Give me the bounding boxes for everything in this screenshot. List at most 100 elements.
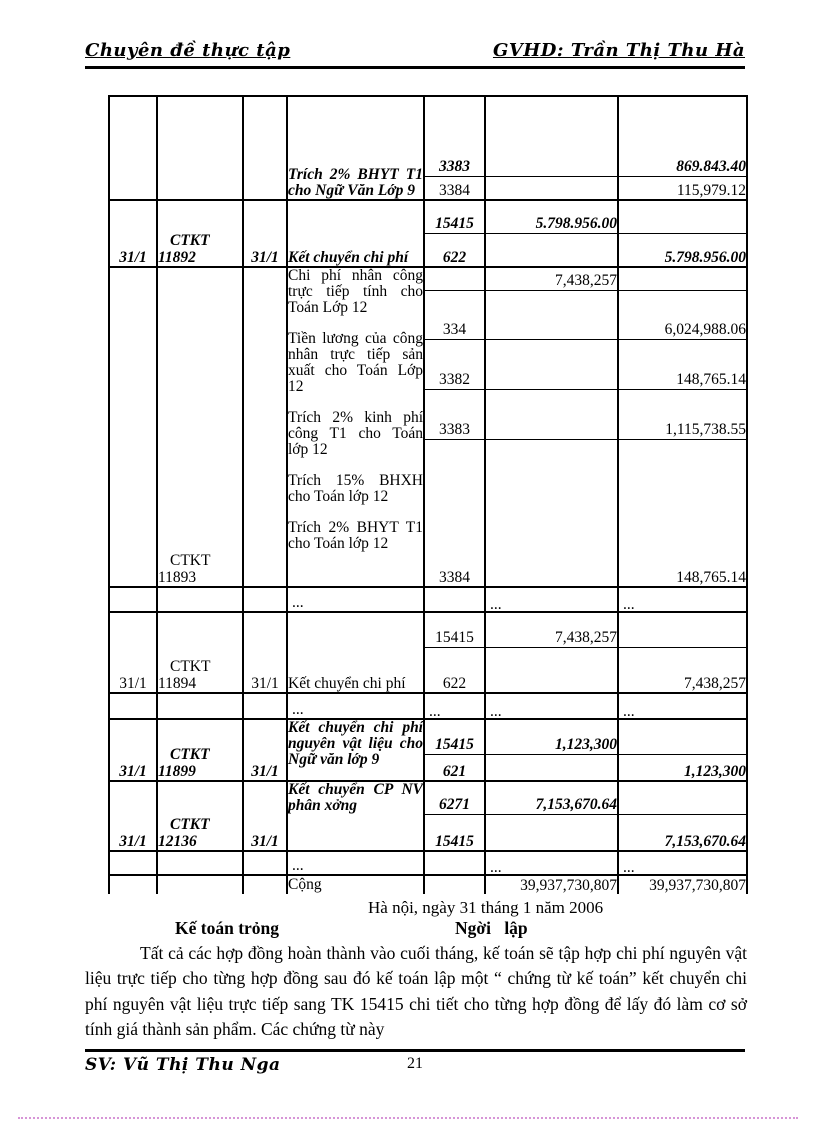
cell-credit-amount: ...	[617, 586, 747, 612]
cell-account-code: ...	[423, 692, 485, 719]
journal-row-entry-bhyt-nguvan9-0: Trích 2% BHYT T1 cho Ngữ Văn Lớp 9 3383 86…	[108, 95, 747, 200]
cell-document-date	[108, 850, 157, 875]
cell-debit-amount: ...	[484, 586, 618, 612]
cell-credit-amount: 148,765.14	[617, 338, 747, 389]
cell-description: ...	[286, 850, 424, 875]
cell-voucher-number: CTKT 11899	[156, 718, 243, 781]
cell-account-code: 3384	[423, 175, 485, 200]
cell-voucher-number: CTKT 12136	[156, 780, 243, 851]
journal-row-entry-ctkt-11893-3: 3383 1,115,738.55	[109, 388, 747, 439]
cell-account-code: 15415	[423, 199, 485, 233]
description-paragraph: ...	[292, 594, 304, 611]
cell-credit-amount	[617, 718, 747, 754]
cell-description: Kết chuyển chi phí	[286, 611, 424, 693]
journal-row-entry-ctkt-11894-1: 622 7,438,257	[109, 646, 747, 693]
cell-voucher-number	[156, 692, 243, 719]
cell-credit-amount	[617, 780, 747, 814]
cell-description: Trích 2% BHYT T1 cho Ngữ Văn Lớp 9	[286, 95, 424, 200]
description-paragraph: Kết chuyển chi phí	[288, 675, 406, 692]
voucher-line: 11892	[158, 248, 196, 266]
description-paragraph: Trích 2% BHYT T1 cho Ngữ Văn Lớp 9	[288, 166, 423, 199]
cell-voucher-number	[156, 874, 243, 894]
journal-row-entry-ctkt-11899-0: 31/1 CTKT 11899 31/1 Kết chuyển chi phí nguy…	[108, 718, 747, 781]
cell-voucher-number	[156, 95, 243, 200]
cell-voucher-number	[156, 586, 243, 612]
description-paragraph: Tiền lương của công nhân trực tiếp sản x…	[288, 330, 423, 395]
voucher-line: CTKT	[170, 746, 210, 763]
cell-document-date	[108, 692, 157, 719]
cell-entry-date	[242, 266, 287, 587]
page-footer: SV: Vũ Thị Thu Nga 21	[85, 1049, 745, 1075]
journal-row-entry-ctkt-11893-4: 3384 148,765.14	[109, 438, 747, 587]
cell-credit-amount: 7,153,670.64	[617, 813, 747, 851]
cell-debit-amount	[484, 95, 618, 176]
cell-debit-amount: ...	[484, 850, 618, 875]
description-paragraph: ...	[292, 701, 304, 718]
cell-entry-date	[242, 586, 287, 612]
cell-document-date: 31/1	[108, 611, 157, 693]
body-paragraph: Tất cả các hợp đồng hoàn thành vào cuối …	[85, 943, 747, 1039]
description-paragraph: Cộng	[288, 876, 322, 893]
cell-debit-amount: 7,438,257	[484, 266, 618, 290]
cell-credit-amount	[617, 199, 747, 233]
description-paragraph: Kết chuyển chi phí	[288, 249, 409, 266]
cell-description: Cộng	[286, 874, 424, 894]
cell-debit-amount	[484, 646, 618, 693]
description-paragraph: Trích 2% kinh phí công T1 cho Toán lớp 1…	[288, 409, 423, 458]
journal-row-entry-ctkt-12136-0: 31/1 CTKT 12136 31/1 Kết chuyển CP NV phân x…	[108, 780, 747, 851]
journal-row-ellipsis-2-0: ............	[108, 692, 747, 719]
cell-voucher-number: CTKT 11893	[156, 266, 243, 587]
cell-credit-amount	[617, 611, 747, 647]
cell-document-date	[108, 586, 157, 612]
cell-account-code: 621	[423, 753, 485, 781]
cell-account-code: 3382	[423, 338, 485, 389]
cell-account-code: 334	[423, 289, 485, 339]
journal-row-entry-ctkt-11893-1: 334 6,024,988.06	[109, 289, 747, 339]
cell-credit-amount: 6,024,988.06	[617, 289, 747, 339]
cell-document-date: 31/1	[108, 199, 157, 267]
cell-debit-amount	[484, 232, 618, 267]
description-paragraph: ...	[292, 857, 304, 874]
cell-credit-amount: 869.843.40	[617, 95, 747, 176]
cell-account-code: 15415	[423, 718, 485, 754]
cell-document-date	[108, 95, 157, 200]
cell-debit-amount	[484, 388, 618, 439]
cell-description: Chi phí nhân công trực tiếp tính cho Toá…	[286, 266, 424, 587]
header-course-title: Chuyên đề thực tập	[85, 40, 291, 61]
cell-credit-amount: ...	[617, 692, 747, 719]
page-header: Chuyên đề thực tập GVHD: Trần Thị Thu Hà	[85, 40, 745, 69]
cell-debit-amount: 39,937,730,807	[484, 874, 618, 894]
footer-student-name: SV: Vũ Thị Thu Nga	[85, 1055, 281, 1075]
cell-entry-date: 31/1	[242, 718, 287, 781]
header-supervisor: GVHD: Trần Thị Thu Hà	[492, 40, 745, 61]
description-paragraph: Chi phí nhân công trực tiếp tính cho Toá…	[288, 267, 423, 316]
cell-entry-date: 31/1	[242, 780, 287, 851]
description-paragraph: Kết chuyển chi phí nguyên vật liệu cho N…	[288, 719, 423, 768]
voucher-line: 11893	[158, 568, 197, 586]
voucher-line: 11894	[158, 674, 197, 692]
journal-table-body: Trích 2% BHYT T1 cho Ngữ Văn Lớp 9 3383 86…	[108, 95, 747, 894]
cell-description: ...	[286, 586, 424, 612]
cell-voucher-number: CTKT 11894	[156, 611, 243, 693]
cell-account-code	[423, 850, 485, 875]
voucher-line: CTKT	[170, 552, 211, 569]
journal-row-entry-ctkt-11893-0: CTKT 11893 Chi phí nhân công trực tiếp tín…	[108, 266, 747, 587]
cell-description: Kết chuyển chi phí nguyên vật liệu cho N…	[286, 718, 424, 781]
cell-credit-amount: ...	[617, 850, 747, 875]
cell-credit-amount: 5.798.956.00	[617, 232, 747, 267]
cell-document-date: 31/1	[108, 780, 157, 851]
cell-account-code: 15415	[423, 813, 485, 851]
cell-document-date: 31/1	[108, 718, 157, 781]
cell-debit-amount	[484, 753, 618, 781]
cell-account-code	[423, 266, 485, 290]
journal-row-ellipsis-3-0: .........	[108, 850, 747, 875]
cell-entry-date	[242, 692, 287, 719]
cell-entry-date: 31/1	[242, 611, 287, 693]
cell-entry-date	[242, 95, 287, 200]
journal-row-total-row-0: Cộng 39,937,730,807 39,937,730,807	[108, 874, 747, 894]
cell-debit-amount: 5.798.956.00	[484, 199, 618, 233]
cell-entry-date	[242, 850, 287, 875]
cell-debit-amount	[484, 438, 618, 587]
cell-debit-amount	[484, 289, 618, 339]
